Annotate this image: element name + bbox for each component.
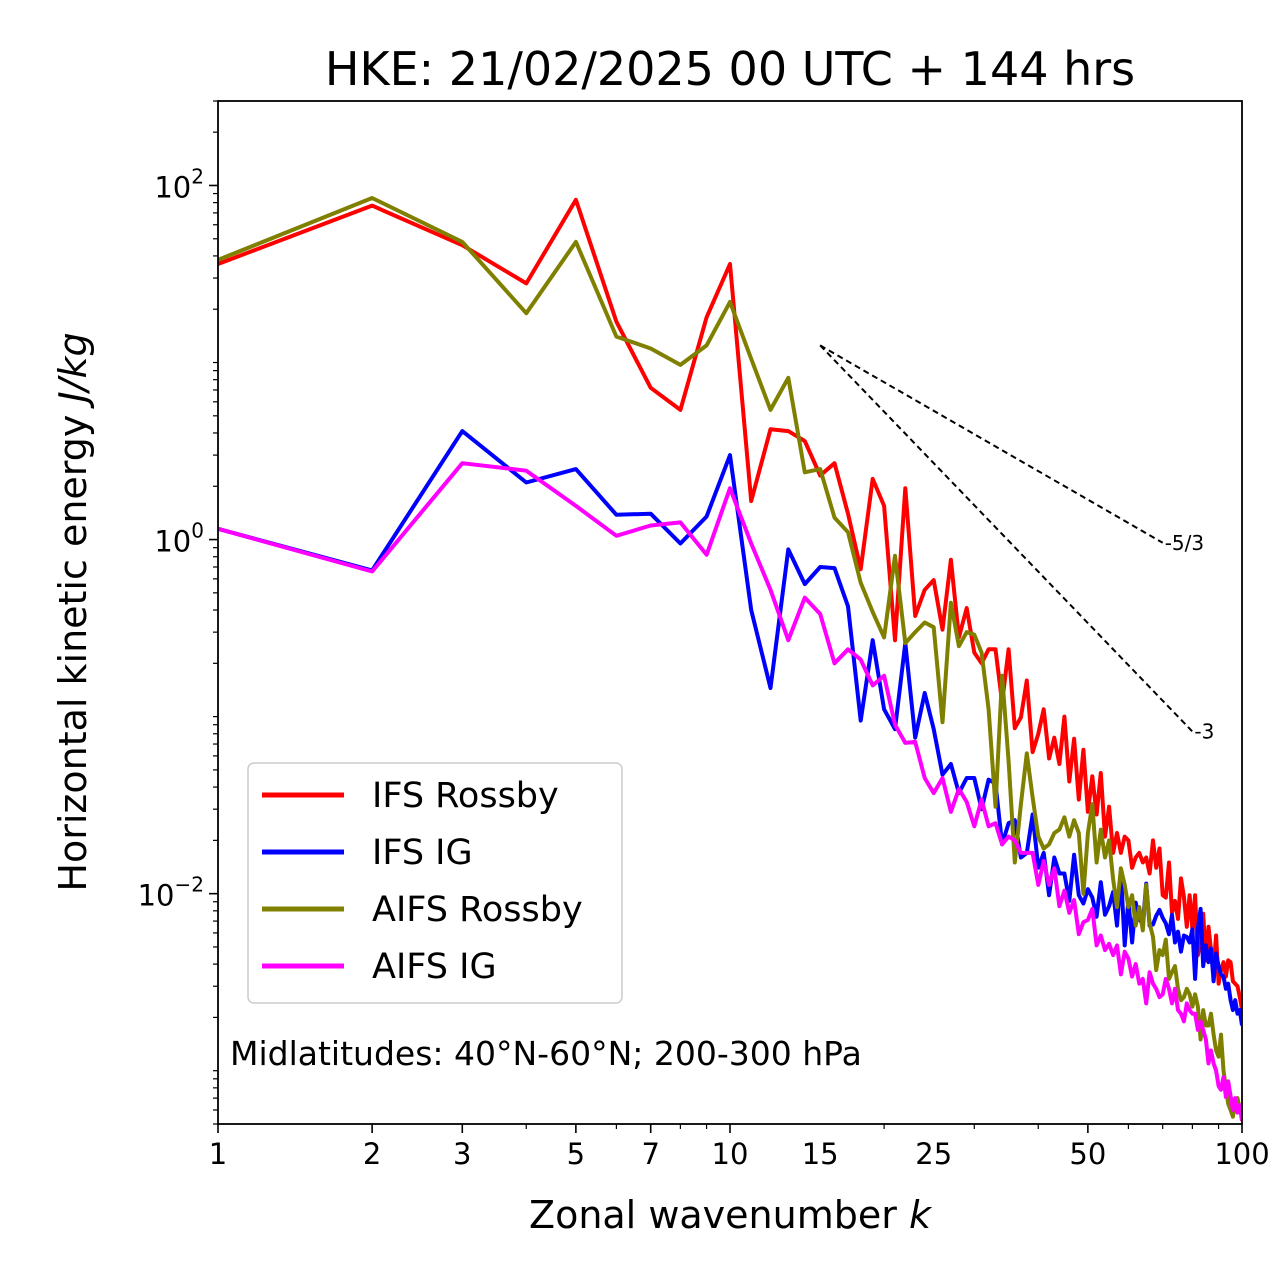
- series-line-ifs-ig: [218, 429, 1242, 1026]
- y-axis-ticks: 102 100 10−2: [138, 100, 218, 1125]
- x-axis-title-main: Zonal wavenumber: [529, 1193, 909, 1237]
- y-axis-title-main: Horizontal kinetic energy: [51, 403, 95, 892]
- y-tick-label: 100: [154, 519, 204, 559]
- x-tick-label: 1: [209, 1137, 227, 1171]
- series-lines: [218, 196, 1242, 1122]
- legend-label-aifs-rossby: AIFS Rossby: [372, 890, 583, 930]
- legend-label-ifs-ig: IFS IG: [372, 833, 473, 873]
- chart-title: HKE: 21/02/2025 00 UTC + 144 hrs: [325, 42, 1135, 96]
- x-axis-ticks: 1 2 3 5 7 10 15 25 50 100: [209, 1124, 1270, 1171]
- x-axis-title-variable: k: [909, 1193, 933, 1237]
- x-tick-label: 5: [567, 1137, 585, 1171]
- x-tick-label: 50: [1069, 1137, 1106, 1171]
- series-line-aifs-ig: [218, 461, 1242, 1122]
- legend: IFS Rossby IFS IG AIFS Rossby AIFS IG: [247, 762, 623, 1004]
- y-tick-label: 102: [154, 164, 204, 204]
- slope-label-5-3: -5/3: [1165, 531, 1204, 555]
- slope-label-3: -3: [1194, 719, 1214, 743]
- legend-label-aifs-ig: AIFS IG: [372, 947, 497, 987]
- x-tick-label: 25: [915, 1137, 952, 1171]
- y-axis-title-units: J/kg: [51, 332, 95, 409]
- y-axis-title: Horizontal kinetic energy J/kg: [51, 332, 95, 891]
- slope-line-5-3: [819, 344, 1164, 544]
- y-tick-label: 10−2: [138, 873, 204, 913]
- region-annotation: Midlatitudes: 40°N-60°N; 200-300 hPa: [230, 1034, 862, 1073]
- x-tick-label: 3: [453, 1137, 471, 1171]
- legend-box: [247, 762, 623, 1004]
- x-tick-label: 7: [641, 1137, 659, 1171]
- x-tick-label: 10: [712, 1137, 749, 1171]
- x-tick-label: 15: [802, 1137, 839, 1171]
- x-tick-label: 100: [1214, 1137, 1269, 1171]
- legend-label-ifs-rossby: IFS Rossby: [372, 776, 559, 816]
- x-axis-title: Zonal wavenumber k: [529, 1193, 933, 1237]
- reference-slopes: -5/3 -3: [819, 344, 1214, 743]
- x-tick-label: 2: [363, 1137, 381, 1171]
